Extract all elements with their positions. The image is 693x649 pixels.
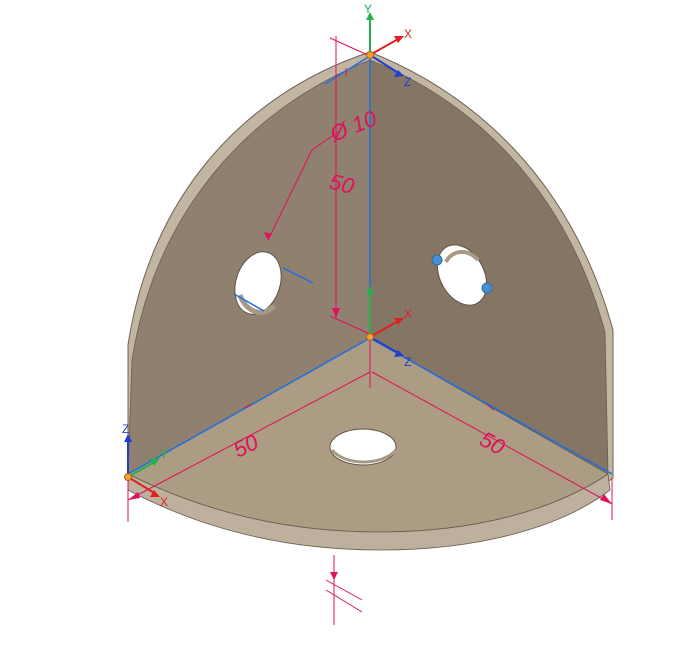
triad-top-z-label: Z xyxy=(404,75,411,89)
floor-thickness xyxy=(127,473,611,551)
triad-middle-x-label: X xyxy=(404,307,412,321)
top-rim-edge[interactable] xyxy=(324,55,371,85)
left-hole-axis-upper[interactable] xyxy=(282,267,314,284)
back-right-face xyxy=(369,59,609,475)
triad-bottom-y-label: Y xyxy=(160,447,168,461)
dimension-arrows xyxy=(128,232,612,580)
triad-top[interactable]: Y X Z xyxy=(364,2,412,89)
triad-bottom-left[interactable]: Z Y X xyxy=(122,422,168,509)
drag-handles[interactable] xyxy=(431,254,493,294)
triad-middle[interactable]: X Z xyxy=(366,286,412,369)
left-hole-axis-lower[interactable] xyxy=(233,293,265,312)
floor-right-edge[interactable] xyxy=(369,337,613,475)
hole-right-wall[interactable] xyxy=(428,236,497,313)
handle-sphere[interactable] xyxy=(431,254,443,266)
triad-bottom-x-label: X xyxy=(160,495,168,509)
corner-bracket-part[interactable] xyxy=(127,51,614,551)
handle-sphere[interactable] xyxy=(481,282,493,294)
hole-floor[interactable] xyxy=(329,428,398,466)
triad-bottom-z-label: Z xyxy=(122,422,129,436)
triad-middle-z-label: Z xyxy=(404,355,411,369)
triad-top-y-label: Y xyxy=(364,2,372,16)
dimensions[interactable] xyxy=(127,36,613,625)
triad-top-x-label: X xyxy=(404,27,412,41)
hole-left-wall[interactable] xyxy=(227,246,289,320)
